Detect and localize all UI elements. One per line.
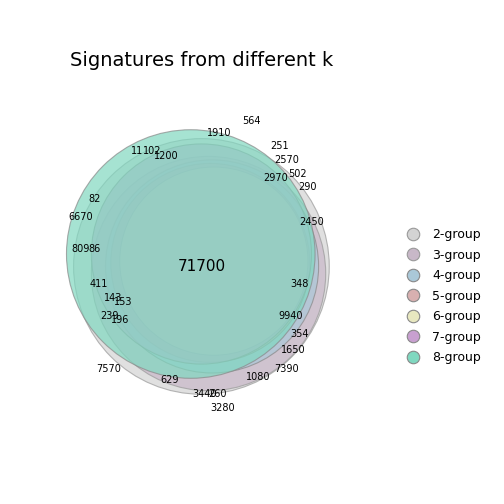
Text: 7390: 7390 — [274, 364, 299, 374]
Text: 1910: 1910 — [207, 129, 231, 138]
Text: 2570: 2570 — [274, 155, 299, 165]
Text: 629: 629 — [160, 375, 179, 385]
Text: 196: 196 — [110, 314, 129, 325]
Text: 71700: 71700 — [177, 259, 225, 274]
Text: 251: 251 — [270, 141, 289, 151]
Text: 11: 11 — [132, 146, 144, 156]
Text: 354: 354 — [290, 329, 308, 339]
Title: Signatures from different k: Signatures from different k — [70, 51, 333, 70]
Text: 411: 411 — [89, 279, 108, 289]
Text: 502: 502 — [288, 169, 306, 179]
Text: 6670: 6670 — [69, 212, 93, 222]
Text: 239: 239 — [100, 311, 118, 321]
Text: 290: 290 — [299, 181, 317, 192]
Text: 9940: 9940 — [278, 311, 302, 321]
Text: 102: 102 — [143, 146, 161, 156]
Text: 143: 143 — [103, 293, 122, 303]
Legend: 2-group, 3-group, 4-group, 5-group, 6-group, 7-group, 8-group: 2-group, 3-group, 4-group, 5-group, 6-gr… — [396, 223, 486, 369]
Text: 1200: 1200 — [154, 151, 178, 161]
Circle shape — [105, 160, 319, 373]
Text: 86: 86 — [89, 244, 101, 254]
Circle shape — [120, 167, 308, 355]
Text: 82: 82 — [89, 194, 101, 204]
Text: 7570: 7570 — [97, 364, 121, 374]
Text: 2450: 2450 — [299, 217, 324, 227]
Text: 3440: 3440 — [193, 389, 217, 399]
Text: 348: 348 — [290, 279, 308, 289]
Circle shape — [111, 163, 310, 362]
Text: 1080: 1080 — [246, 371, 271, 382]
Text: 1650: 1650 — [281, 345, 306, 355]
Circle shape — [67, 130, 315, 379]
Text: 260: 260 — [208, 389, 227, 399]
Text: 2970: 2970 — [264, 173, 288, 182]
Text: 3280: 3280 — [210, 404, 235, 413]
Circle shape — [91, 144, 311, 364]
Circle shape — [74, 139, 329, 394]
Text: 153: 153 — [114, 297, 133, 307]
Text: 809: 809 — [72, 244, 90, 254]
Text: 564: 564 — [242, 116, 261, 126]
Circle shape — [91, 156, 326, 391]
